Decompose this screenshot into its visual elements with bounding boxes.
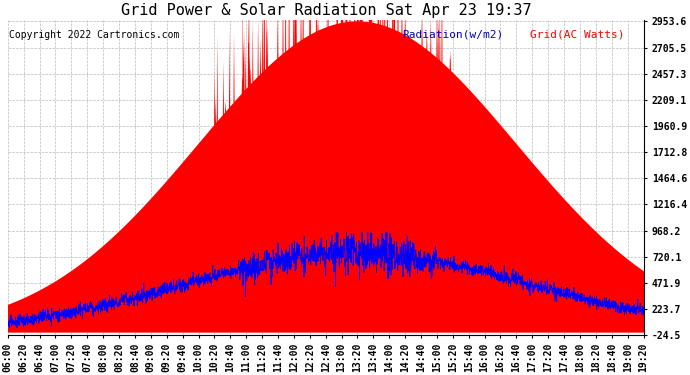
Text: Grid(AC Watts): Grid(AC Watts) [530,30,624,40]
Text: Radiation(w/m2): Radiation(w/m2) [402,30,504,40]
Text: Copyright 2022 Cartronics.com: Copyright 2022 Cartronics.com [9,30,179,40]
Title: Grid Power & Solar Radiation Sat Apr 23 19:37: Grid Power & Solar Radiation Sat Apr 23 … [121,3,531,18]
